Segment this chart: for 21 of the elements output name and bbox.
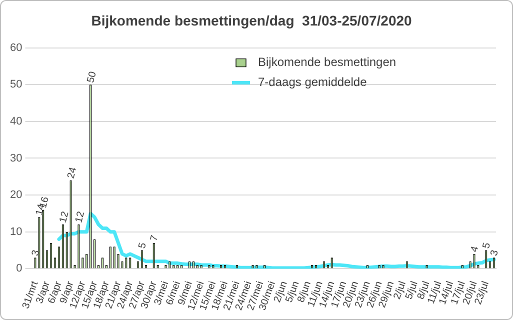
data-label: 3 [30, 248, 42, 258]
y-tick-label: 60 [10, 42, 22, 54]
data-label: 24 [66, 166, 80, 180]
data-label: 12 [74, 210, 88, 224]
y-tick-label: 0 [16, 262, 22, 275]
data-label: 50 [86, 70, 100, 84]
y-tick-label: 30 [10, 152, 22, 164]
data-label: 12 [58, 210, 72, 224]
legend-label: Bijkomende besmettingen [258, 55, 396, 70]
x-tick-label: 23/jul [473, 280, 492, 306]
y-tick-label: 20 [10, 189, 22, 202]
data-label: 7 [148, 234, 161, 242]
data-label: 4 [469, 244, 482, 254]
y-tick-label: 50 [10, 78, 22, 91]
data-label: 5 [136, 241, 150, 250]
data-label: 5 [481, 241, 494, 250]
chart-title: Bijkomende besmettingen/dag 31/03-25/07/2020 [91, 12, 412, 28]
legend-label: 7-daags gemiddelde [258, 75, 368, 90]
y-tick-label: 40 [10, 115, 22, 128]
data-label: 3 [488, 248, 502, 258]
y-tick-label: 10 [10, 226, 22, 238]
